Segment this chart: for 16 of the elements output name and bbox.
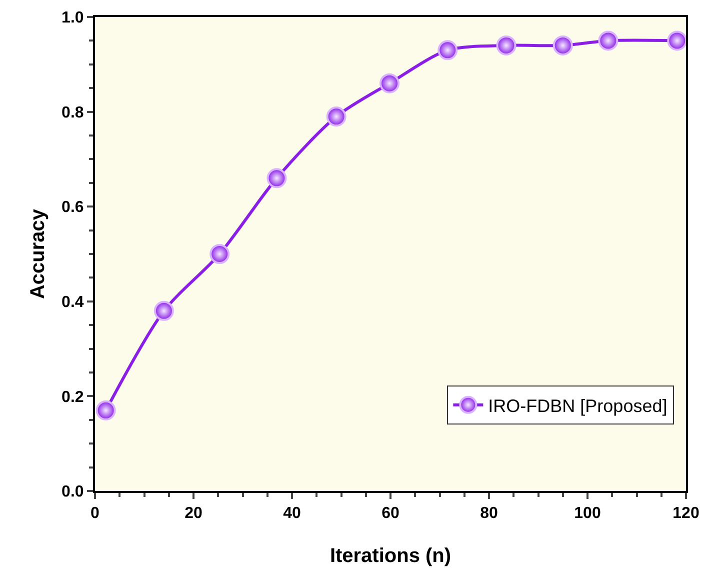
x-tick-label: 120 — [672, 505, 700, 522]
y-tick-label: 0.2 — [62, 388, 84, 406]
x-tick-label: 60 — [382, 505, 400, 522]
y-tick-label: 0.4 — [62, 294, 84, 311]
y-tick-label: 0.6 — [62, 199, 84, 216]
y-tick-label: 0.8 — [62, 104, 84, 122]
legend-label: IRO-FDBN [Proposed] — [488, 396, 668, 416]
y-tick-label: 0.0 — [62, 484, 84, 501]
x-tick-label: 100 — [574, 505, 601, 522]
x-axis-title: Iterations (n) — [330, 545, 452, 567]
x-tick-label: 40 — [283, 505, 301, 522]
x-tick-label: 0 — [90, 505, 100, 522]
y-tick-label: 1.0 — [62, 10, 84, 27]
y-axis-title: Accuracy — [27, 208, 49, 300]
x-tick-label: 20 — [184, 505, 202, 522]
x-tick-label: 80 — [480, 505, 498, 522]
